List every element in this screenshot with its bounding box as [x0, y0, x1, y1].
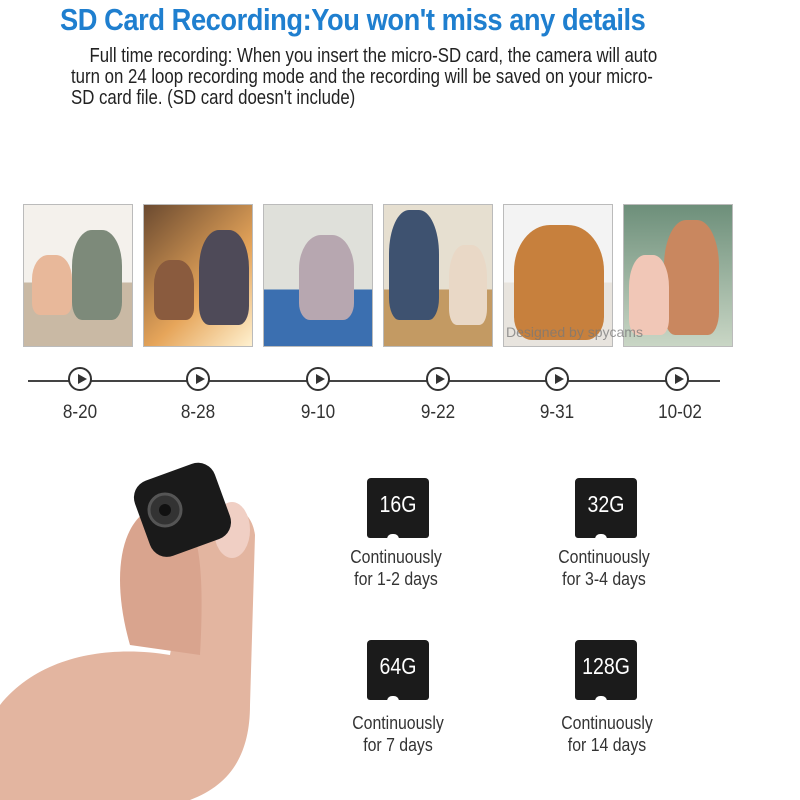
photo-9-10	[263, 204, 373, 347]
sd-card-32g: 32G	[575, 478, 637, 539]
watermark: Designed by spycams	[506, 324, 643, 340]
card-capacity: 128G	[582, 653, 630, 679]
sd-card-16g: 16G	[367, 478, 429, 539]
photo-9-31	[503, 204, 613, 347]
card-capacity: 32G	[587, 491, 625, 517]
play-icon[interactable]	[68, 367, 92, 391]
card-caption: Continuously for 14 days	[537, 712, 678, 756]
photo-8-28	[143, 204, 253, 347]
caption-line2: for 1-2 days	[354, 569, 438, 589]
card-caption: Continuously for 7 days	[328, 712, 469, 756]
caption-line2: for 3-4 days	[562, 569, 646, 589]
caption-line2: for 14 days	[567, 735, 647, 755]
card-capacity: 64G	[379, 653, 417, 679]
card-caption: Continuously for 1-2 days	[326, 546, 467, 590]
timeline-date: 9-10	[300, 402, 336, 423]
caption-line2: for 7 days	[363, 735, 433, 755]
timeline-date: 9-31	[539, 402, 575, 423]
play-icon[interactable]	[665, 367, 689, 391]
caption-line1: Continuously	[352, 713, 444, 733]
play-icon[interactable]	[186, 367, 210, 391]
timeline-date: 8-28	[180, 402, 216, 423]
sd-card-128g: 128G	[575, 640, 637, 701]
description: Full time recording: When you insert the…	[71, 46, 659, 109]
caption-line1: Continuously	[558, 547, 650, 567]
photo-10-02	[623, 204, 733, 347]
play-icon[interactable]	[426, 367, 450, 391]
photo-8-20	[23, 204, 133, 347]
photo-9-22	[383, 204, 493, 347]
timeline-line	[28, 380, 720, 382]
timeline-date: 10-02	[658, 402, 702, 423]
camera-in-hand-image	[0, 462, 255, 800]
caption-line1: Continuously	[350, 547, 442, 567]
play-icon[interactable]	[545, 367, 569, 391]
play-icon[interactable]	[306, 367, 330, 391]
description-text: Full time recording: When you insert the…	[71, 45, 658, 109]
timeline-date: 9-22	[420, 402, 456, 423]
card-caption: Continuously for 3-4 days	[534, 546, 675, 590]
page-title: SD Card Recording:You won't miss any det…	[60, 2, 646, 37]
timeline-date: 8-20	[62, 402, 98, 423]
sd-card-64g: 64G	[367, 640, 429, 701]
caption-line1: Continuously	[561, 713, 653, 733]
card-capacity: 16G	[379, 491, 417, 517]
